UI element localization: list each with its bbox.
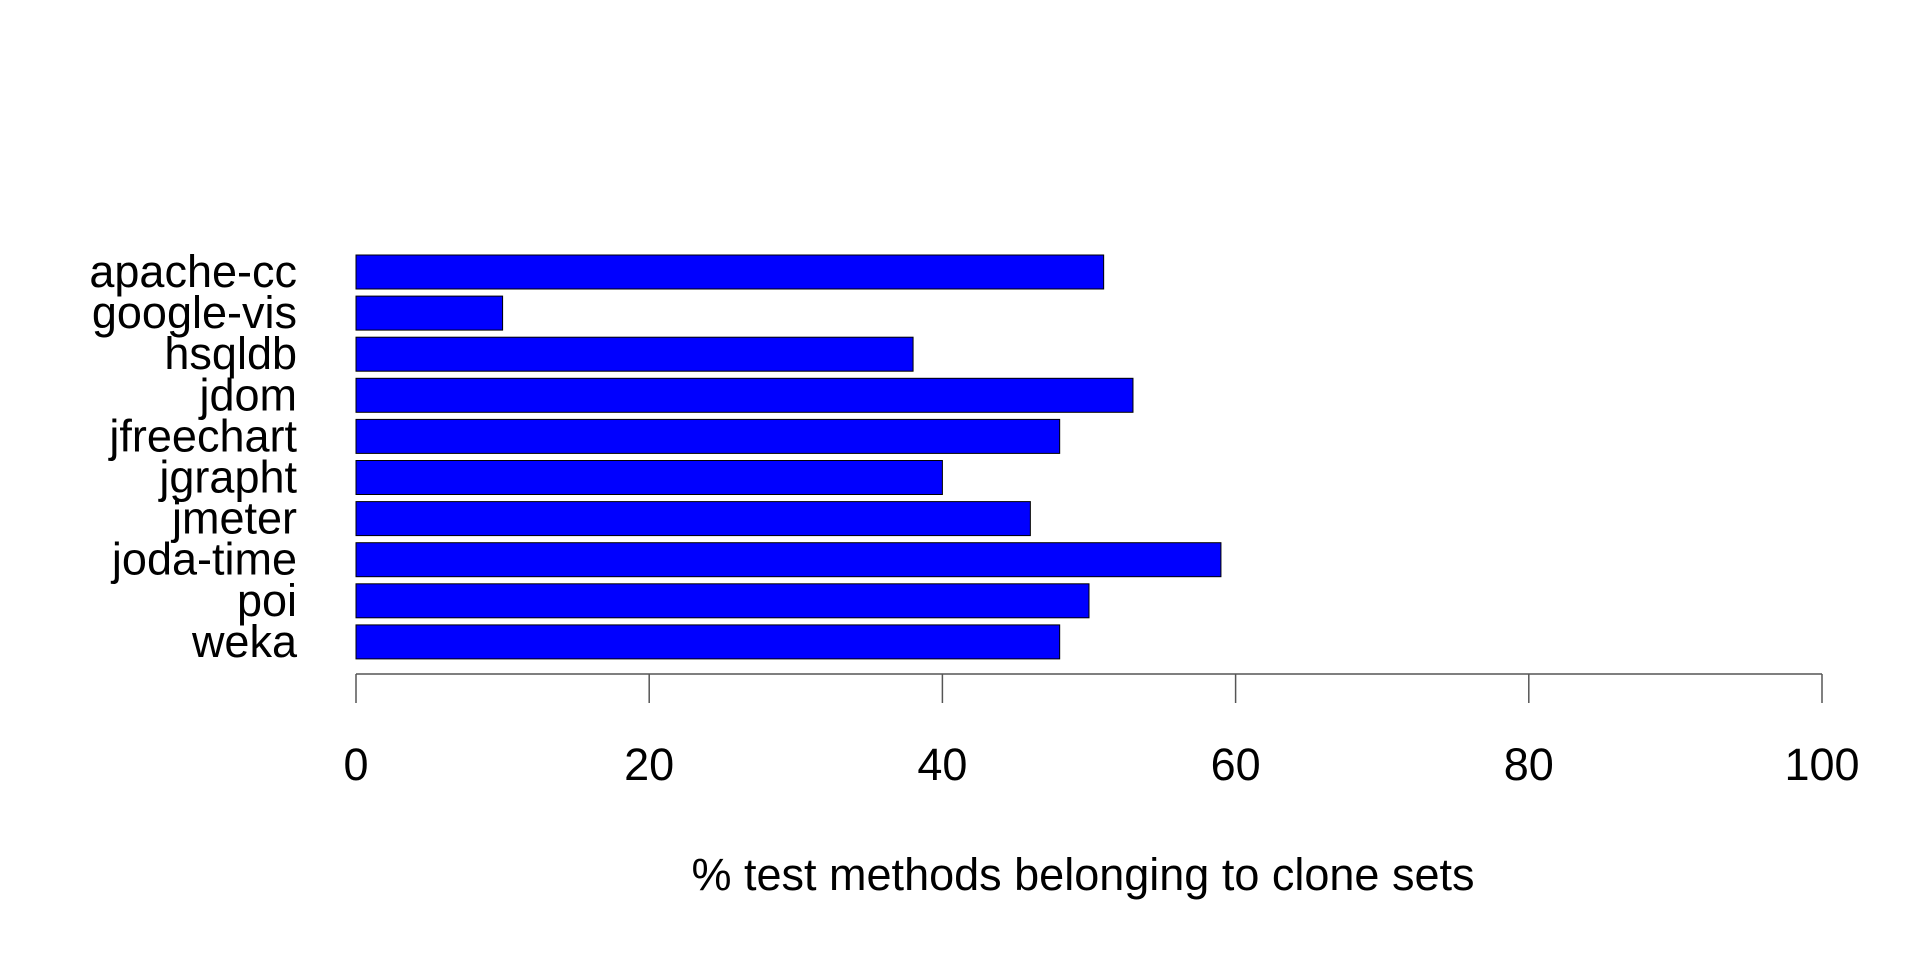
category-label-joda-time: joda-time xyxy=(110,534,297,585)
x-tick-label-20: 20 xyxy=(624,739,674,790)
x-tick-label-0: 0 xyxy=(343,739,368,790)
bar-jdom xyxy=(355,377,1134,413)
category-label-jfreechart: jfreechart xyxy=(107,410,297,461)
category-label-poi: poi xyxy=(237,575,297,626)
category-label-jdom: jdom xyxy=(197,369,297,420)
bar-apache-cc xyxy=(355,254,1105,290)
category-label-weka: weka xyxy=(191,616,298,667)
bar-jmeter xyxy=(355,501,1031,537)
category-label-apache-cc: apache-cc xyxy=(89,246,297,297)
category-labels: apache-ccgoogle-vishsqldbjdomjfreechartj… xyxy=(89,246,298,667)
bar-poi xyxy=(355,583,1090,619)
x-axis-title: % test methods belonging to clone sets xyxy=(692,849,1475,900)
bar-jfreechart xyxy=(355,418,1061,454)
bar-google-vis xyxy=(355,295,504,331)
x-tick-label-80: 80 xyxy=(1504,739,1554,790)
x-tick-label-60: 60 xyxy=(1211,739,1261,790)
bars-group xyxy=(355,254,1222,660)
bar-joda-time xyxy=(355,542,1222,578)
category-label-jmeter: jmeter xyxy=(170,493,297,544)
x-tick-label-100: 100 xyxy=(1784,739,1859,790)
category-label-hsqldb: hsqldb xyxy=(164,328,297,379)
category-label-jgrapht: jgrapht xyxy=(157,452,297,503)
bar-hsqldb xyxy=(355,336,914,372)
bar-jgrapht xyxy=(355,460,943,495)
x-tick-label-40: 40 xyxy=(917,739,967,790)
category-label-google-vis: google-vis xyxy=(92,287,297,338)
x-axis: 0 20 40 60 80 100 xyxy=(343,673,1860,790)
bar-weka xyxy=(355,624,1061,660)
